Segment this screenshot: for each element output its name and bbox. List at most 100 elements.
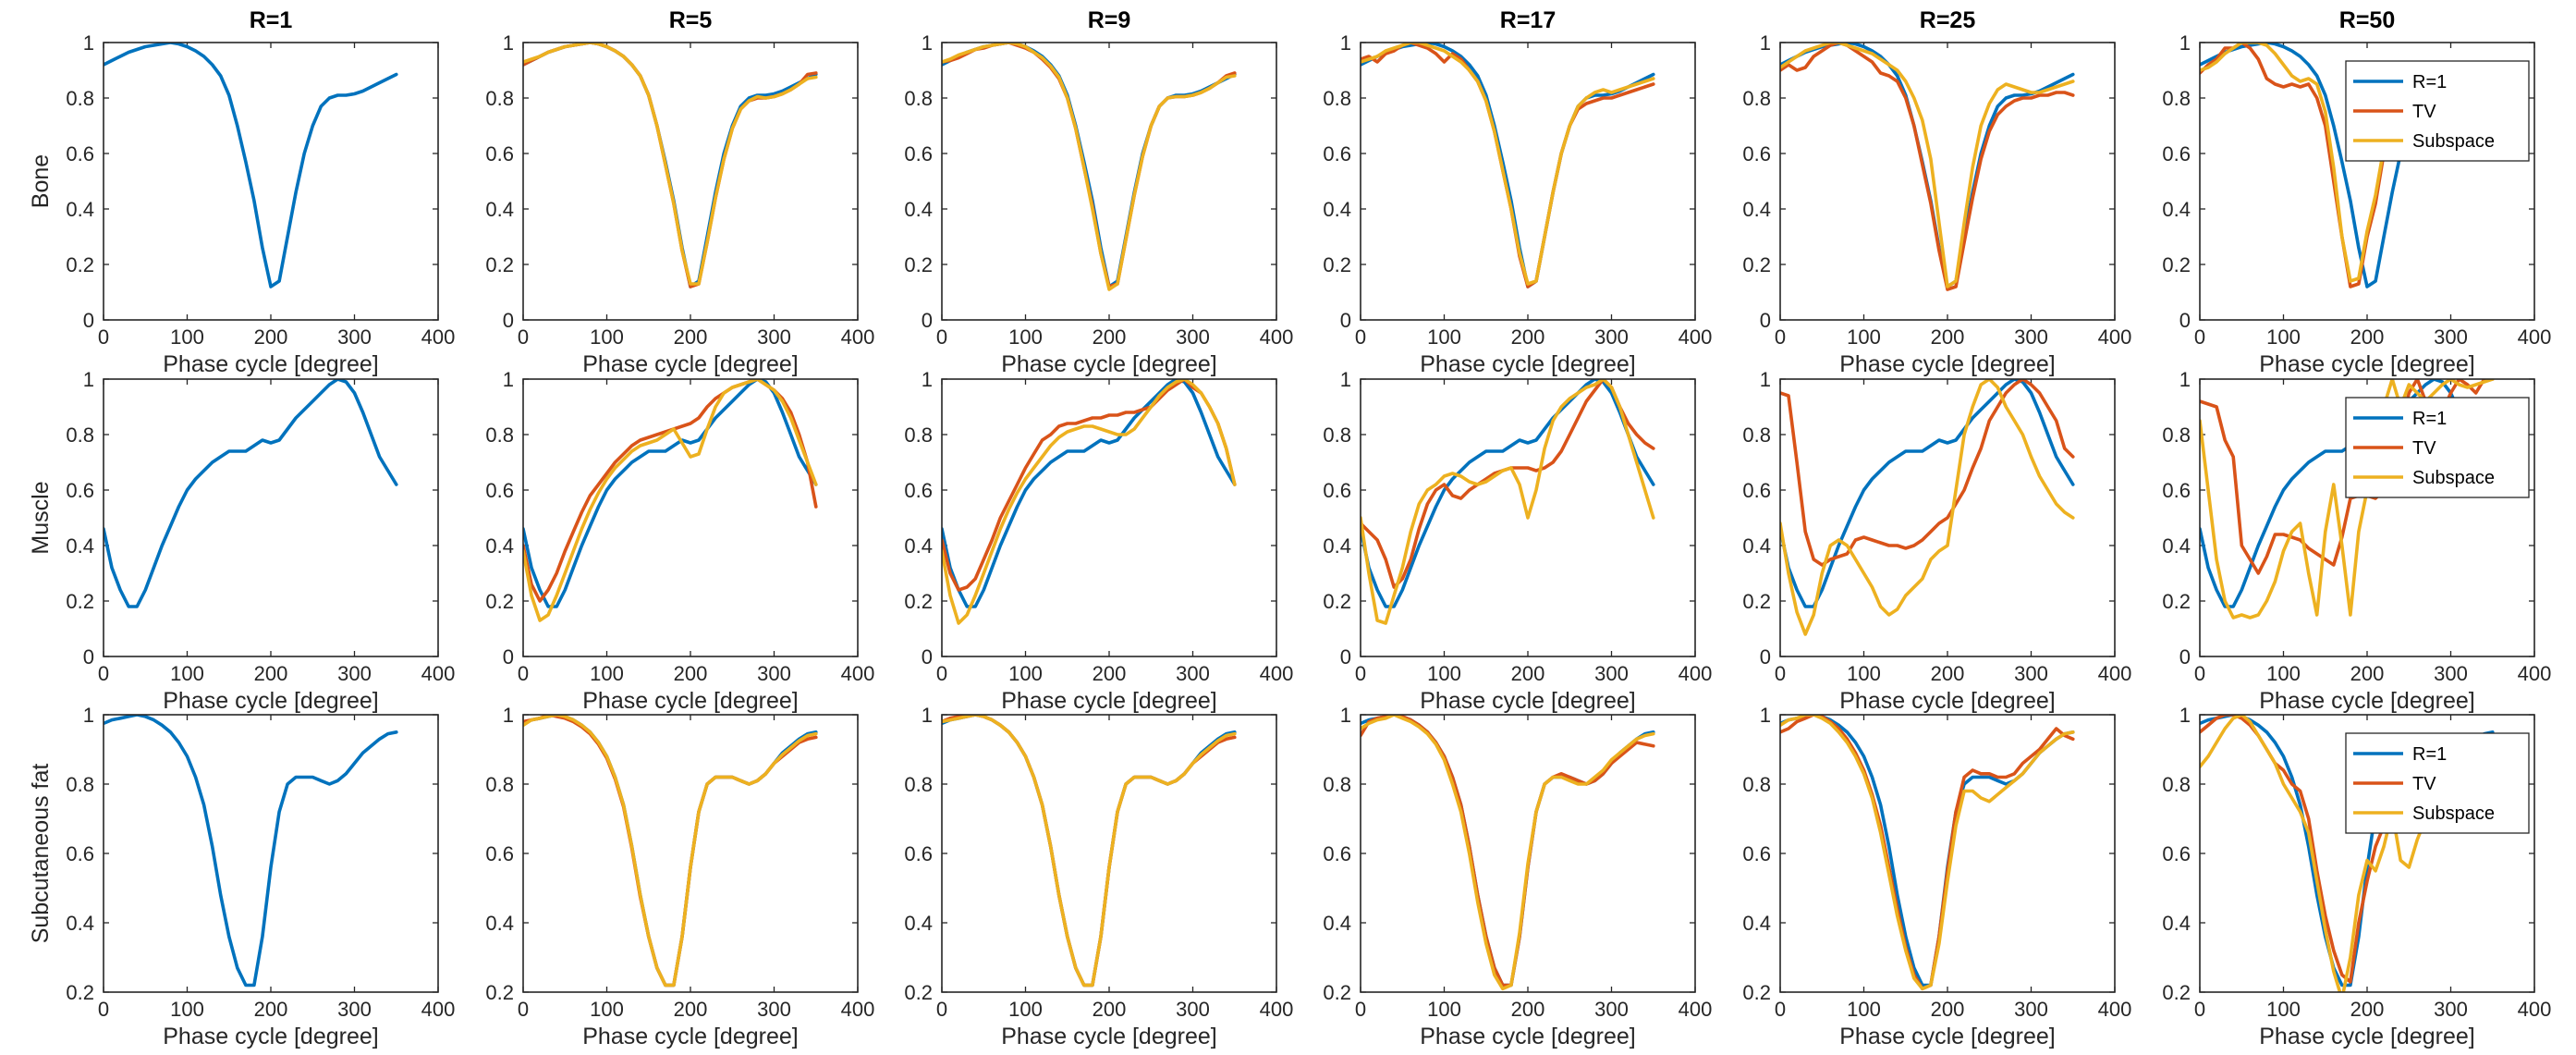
- panel-muscle-r-17: 0 100 200 300 400 0 0.2 0.4 0.6 0.8 1 Phase cycle […: [1323, 368, 1712, 714]
- y-tick-label: 1: [2179, 31, 2191, 55]
- x-tick-label: 100: [590, 325, 624, 349]
- y-tick-label: 1: [83, 368, 94, 391]
- x-tick-label: 400: [2518, 662, 2552, 685]
- x-tick-label: 0: [936, 998, 947, 1021]
- y-tick-label: 0.2: [904, 981, 933, 1004]
- panel-subcutaneous-fat-r-5: 0 100 200 300 400 0.2 0.4 0.6 0.8 1 Phase cycle [d…: [485, 704, 874, 1049]
- y-tick-label: 0.2: [485, 981, 514, 1004]
- x-tick-label: 400: [2098, 662, 2132, 685]
- y-tick-label: 0.8: [1742, 773, 1771, 796]
- x-tick-label: 400: [841, 325, 875, 349]
- y-tick-label: 1: [83, 31, 94, 55]
- y-tick-label: 0.6: [1742, 142, 1771, 166]
- x-tick-label: 200: [674, 662, 708, 685]
- series-line-r-1: [1780, 379, 2075, 608]
- y-tick-label: 0.8: [485, 87, 514, 110]
- legend-label-r-1: R=1: [2412, 409, 2447, 429]
- y-tick-label: 1: [83, 704, 94, 727]
- x-tick-label: 100: [170, 998, 204, 1021]
- y-tick-label: 0.6: [485, 142, 514, 166]
- y-tick-label: 0.6: [66, 142, 94, 166]
- y-tick-label: 0.4: [904, 534, 933, 558]
- y-tick-label: 0.8: [2162, 423, 2191, 447]
- x-tick-label: 200: [254, 662, 288, 685]
- x-tick-label: 100: [170, 325, 204, 349]
- panel-muscle-r-1: 0 100 200 300 400 0 0.2 0.4 0.6 0.8 1 Phase cycle […: [66, 368, 455, 714]
- y-tick-label: 0.6: [66, 842, 94, 865]
- panel-frame: [522, 378, 859, 657]
- y-tick-label: 1: [1340, 31, 1351, 55]
- panel-bone-r-1: 0 100 200 300 400 0 0.2 0.4 0.6 0.8 1 Phase cycle […: [66, 31, 455, 377]
- column-title-r-9: R=9: [1088, 7, 1131, 33]
- y-tick-label: 0: [2179, 645, 2191, 669]
- x-tick-label: 400: [421, 662, 456, 685]
- panel-background: [1780, 43, 2115, 320]
- panel-background: [942, 43, 1276, 320]
- x-tick-label: 400: [421, 325, 456, 349]
- series-line-subspace: [942, 379, 1237, 625]
- y-tick-label: 0.6: [485, 479, 514, 502]
- panel-background: [523, 379, 858, 656]
- x-tick-label: 200: [2350, 325, 2385, 349]
- x-tick-label: 200: [254, 325, 288, 349]
- panel-subcutaneous-fat-r-25: 0 100 200 300 400 0.2 0.4 0.6 0.8 1 Phase cycle [d…: [1742, 704, 2131, 1049]
- x-tick-label: 200: [2350, 998, 2385, 1021]
- panel-frame: [941, 714, 1277, 993]
- x-tick-label: 0: [518, 662, 529, 685]
- y-tick-label: 0.2: [904, 253, 933, 276]
- y-tick-label: 0.4: [2162, 534, 2191, 558]
- x-tick-label: 0: [1775, 662, 1786, 685]
- x-tick-label: 400: [2518, 325, 2552, 349]
- x-tick-label: 0: [2194, 325, 2205, 349]
- x-tick-label: 200: [674, 325, 708, 349]
- legend-label-subspace: Subspace: [2412, 468, 2495, 488]
- y-tick-label: 0: [503, 645, 514, 669]
- y-tick-label: 0.4: [1742, 534, 1771, 558]
- x-tick-label: 200: [1093, 662, 1127, 685]
- y-tick-label: 0.6: [904, 479, 933, 502]
- y-tick-label: 0.8: [904, 773, 933, 796]
- x-axis-label: Phase cycle [degree]: [163, 1024, 378, 1049]
- y-tick-label: 0.4: [485, 198, 514, 221]
- y-tick-label: 0: [503, 309, 514, 332]
- y-tick-label: 1: [1340, 368, 1351, 391]
- x-tick-label: 300: [2014, 662, 2048, 685]
- x-tick-label: 400: [421, 998, 456, 1021]
- y-tick-label: 0.4: [485, 912, 514, 935]
- series-line-subspace: [1361, 715, 1655, 991]
- series-line-r-1: [942, 379, 1237, 608]
- x-tick-label: 200: [1931, 998, 1965, 1021]
- x-tick-label: 200: [1511, 662, 1545, 685]
- panel-bone-r-9: 0 100 200 300 400 0 0.2 0.4 0.6 0.8 1 Phase cycle […: [904, 31, 1293, 377]
- legend-label-tv: TV: [2412, 438, 2436, 459]
- x-tick-label: 100: [170, 662, 204, 685]
- panel-background: [1780, 715, 2115, 992]
- series-line-r-1: [1361, 43, 1655, 288]
- x-tick-label: 300: [1594, 325, 1629, 349]
- x-tick-label: 300: [2434, 662, 2468, 685]
- y-tick-label: 0.6: [2162, 842, 2191, 865]
- x-tick-label: 200: [254, 998, 288, 1021]
- series-line-r-1: [104, 379, 398, 608]
- x-tick-label: 100: [2266, 998, 2301, 1021]
- y-tick-label: 0: [1340, 645, 1351, 669]
- series-line-subspace: [942, 715, 1237, 988]
- y-tick-label: 0.4: [904, 198, 933, 221]
- y-tick-label: 0: [1760, 309, 1771, 332]
- y-tick-label: 0.2: [66, 590, 94, 613]
- x-tick-label: 100: [1008, 662, 1043, 685]
- x-tick-label: 300: [1176, 998, 1210, 1021]
- panel-frame: [1360, 42, 1696, 321]
- y-tick-label: 0: [1340, 309, 1351, 332]
- x-tick-label: 300: [757, 325, 791, 349]
- panel-frame: [1779, 714, 2116, 993]
- legend-label-subspace: Subspace: [2412, 131, 2495, 152]
- x-tick-label: 400: [1679, 662, 1713, 685]
- y-tick-label: 0.2: [1742, 981, 1771, 1004]
- y-tick-label: 0.8: [2162, 87, 2191, 110]
- x-tick-label: 400: [1260, 325, 1294, 349]
- y-tick-label: 0.2: [1323, 590, 1351, 613]
- y-tick-label: 0: [2179, 309, 2191, 332]
- panel-bone-r-5: 0 100 200 300 400 0 0.2 0.4 0.6 0.8 1 Phase cycle […: [485, 31, 874, 377]
- y-tick-label: 0.2: [1742, 590, 1771, 613]
